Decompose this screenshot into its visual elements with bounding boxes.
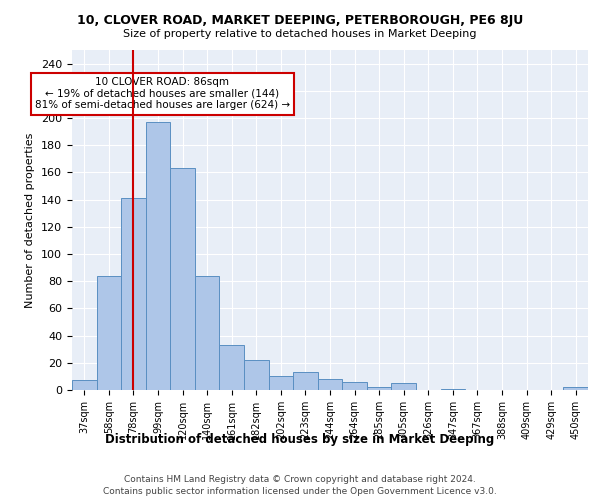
Bar	[220, 345, 244, 390]
Bar	[342, 382, 367, 390]
Bar	[318, 379, 342, 390]
Bar	[244, 360, 269, 390]
Bar	[367, 388, 391, 390]
Bar	[146, 122, 170, 390]
Text: Size of property relative to detached houses in Market Deeping: Size of property relative to detached ho…	[123, 29, 477, 39]
Bar	[195, 276, 220, 390]
Bar	[440, 388, 465, 390]
Bar	[97, 276, 121, 390]
Bar	[269, 376, 293, 390]
Bar	[121, 198, 146, 390]
Text: 10 CLOVER ROAD: 86sqm
← 19% of detached houses are smaller (144)
81% of semi-det: 10 CLOVER ROAD: 86sqm ← 19% of detached …	[35, 77, 290, 110]
Bar	[72, 380, 97, 390]
Text: Distribution of detached houses by size in Market Deeping: Distribution of detached houses by size …	[106, 432, 494, 446]
Y-axis label: Number of detached properties: Number of detached properties	[25, 132, 35, 308]
Bar	[170, 168, 195, 390]
Text: 10, CLOVER ROAD, MARKET DEEPING, PETERBOROUGH, PE6 8JU: 10, CLOVER ROAD, MARKET DEEPING, PETERBO…	[77, 14, 523, 27]
Bar	[293, 372, 318, 390]
Text: Contains HM Land Registry data © Crown copyright and database right 2024.: Contains HM Land Registry data © Crown c…	[124, 475, 476, 484]
Bar	[391, 383, 416, 390]
Bar	[563, 388, 588, 390]
Text: Contains public sector information licensed under the Open Government Licence v3: Contains public sector information licen…	[103, 488, 497, 496]
